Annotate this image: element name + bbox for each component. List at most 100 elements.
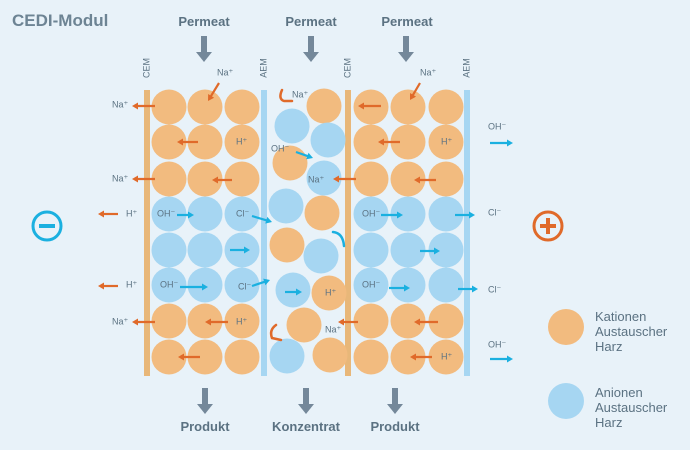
resin-bead-concentrate-11 xyxy=(286,307,322,343)
cation-arrow-right-2-head xyxy=(378,138,384,146)
resin-bead-left-4-1 xyxy=(187,232,223,268)
flow-in-arrow-left xyxy=(196,36,212,62)
anion-arrow-right-5-head xyxy=(472,285,478,293)
anion-arrow-mid-2-head xyxy=(296,288,302,296)
cation-arrow-right-2 xyxy=(378,138,400,146)
resin-bead-right-1-0 xyxy=(353,124,389,160)
ion-label-oh-left-2: OH⁻ xyxy=(160,279,179,289)
anion-arrow-left-5-head xyxy=(263,278,270,286)
resin-bead-right-2-0 xyxy=(353,161,389,197)
resin-bead-left-3-2 xyxy=(224,196,260,232)
flow-in-arrow-middle-shaft xyxy=(308,36,314,52)
resin-bead-left-4-0 xyxy=(151,232,187,268)
legend-cation-line-3: Harz xyxy=(595,339,623,354)
cation-arrow-top-left xyxy=(208,82,220,101)
anion-arrow-left-2-head xyxy=(244,246,250,254)
anion-arrow-mid-1 xyxy=(295,150,313,160)
cation-arrow-left-1-head xyxy=(132,102,138,110)
flow-out-arrow-left-shaft xyxy=(202,388,208,404)
resin-bead-left-7-0 xyxy=(151,339,187,375)
legend-anion-swatch xyxy=(548,383,584,419)
flow-out-arrow-middle-head xyxy=(298,404,314,414)
flow-out-arrow-middle-shaft xyxy=(303,388,309,404)
flow-in-arrow-middle xyxy=(303,36,319,62)
resin-bead-left-2-0 xyxy=(151,161,187,197)
ion-label-oh-right-1: OH⁻ xyxy=(362,208,381,218)
resin-bead-right-6-2 xyxy=(428,303,464,339)
ion-label-cl-left-2: Cl⁻ xyxy=(238,281,251,291)
resin-bead-left-6-0 xyxy=(151,303,187,339)
flow-in-arrow-right-shaft xyxy=(403,36,409,52)
cation-arrow-left-1 xyxy=(132,102,155,110)
resin-bead-concentrate-3 xyxy=(272,145,308,181)
resin-bead-concentrate-6 xyxy=(304,195,340,231)
anion-arrow-left-5-shaft xyxy=(251,280,266,288)
anion-arrow-out-2-head xyxy=(507,355,513,363)
anion-hook-mid-1 xyxy=(331,230,346,248)
flow-out-arrow-middle xyxy=(298,388,314,414)
anion-arrow-left-5 xyxy=(251,278,270,288)
resin-bead-left-0-0 xyxy=(151,89,187,125)
cation-arrow-left-8-head xyxy=(205,318,211,326)
ion-label-na-mid-3: Na⁺ xyxy=(325,324,342,334)
legend-anion-line-1: Anionen xyxy=(595,385,643,400)
anion-arrow-mid-1-shaft xyxy=(295,150,309,158)
flow-in-arrow-left-shaft xyxy=(201,36,207,52)
legend-cation-line-1: Kationen xyxy=(595,309,647,324)
resin-bead-right-6-0 xyxy=(353,303,389,339)
anion-arrow-left-2 xyxy=(230,246,250,254)
cation-arrow-left-7 xyxy=(132,318,155,326)
cem-membrane-left xyxy=(144,90,150,376)
cation-arrow-top-right-head xyxy=(410,93,417,100)
resin-bead-concentrate-7 xyxy=(269,227,305,263)
anion-arrow-right-2-head xyxy=(469,211,475,219)
resin-bead-left-2-2 xyxy=(224,161,260,197)
anion-arrow-mid-2 xyxy=(285,288,302,296)
resin-bead-right-0-1 xyxy=(390,89,426,125)
anion-arrow-out-2 xyxy=(490,355,513,363)
anion-arrow-left-4 xyxy=(180,283,208,291)
resin-bead-right-4-0 xyxy=(353,232,389,268)
ion-label-na-top-right: Na⁺ xyxy=(420,67,437,77)
ion-label-na-top-left: Na⁺ xyxy=(217,67,234,77)
cation-arrow-top-right xyxy=(410,82,421,100)
anion-arrow-left-3-shaft xyxy=(251,214,268,222)
ion-label-oh-mid-1: OH⁻ xyxy=(271,143,290,153)
resin-bead-left-6-1 xyxy=(187,303,223,339)
anion-arrow-right-3 xyxy=(420,247,440,255)
resin-bead-right-7-2 xyxy=(428,339,464,375)
cem-label-right: CEM xyxy=(342,58,352,78)
flow-out-arrow-right-shaft xyxy=(392,388,398,404)
ion-label-cl-out-1: Cl⁻ xyxy=(488,207,501,217)
ion-label-cl-left-1: Cl⁻ xyxy=(236,208,249,218)
resin-bead-left-5-1 xyxy=(187,267,223,303)
cation-arrow-left-5-head xyxy=(98,210,104,218)
flow-in-arrow-left-head xyxy=(196,52,212,62)
cation-arrow-top-left-shaft xyxy=(209,82,220,98)
legend-anion-label: Anionen Austauscher Harz xyxy=(595,385,667,430)
cem-label-left: CEM xyxy=(141,58,151,78)
flow-out-arrow-left-head xyxy=(197,404,213,414)
cation-arrow-right-1 xyxy=(358,102,381,110)
anion-arrow-left-1-head xyxy=(188,211,194,219)
ion-label-na-left-1: Na⁺ xyxy=(112,99,129,109)
cation-arrow-top-right-shaft xyxy=(411,82,421,97)
legend-cation-label: Kationen Austauscher Harz xyxy=(595,309,667,354)
resin-bead-right-5-1 xyxy=(390,267,426,303)
cation-arrow-left-3 xyxy=(132,175,155,183)
resin-bead-concentrate-13 xyxy=(269,338,305,374)
ion-label-h-left-2: H⁺ xyxy=(126,208,137,218)
legend-anion-line-2: Austauscher xyxy=(595,400,668,415)
cation-arrow-right-5 xyxy=(410,353,432,361)
cation-arrow-left-8 xyxy=(205,318,228,326)
resin-bead-right-1-1 xyxy=(390,124,426,160)
anode-plus-icon xyxy=(532,210,564,242)
resin-bead-concentrate-10 xyxy=(311,275,347,311)
anion-arrow-right-5 xyxy=(458,285,478,293)
resin-bead-left-7-2 xyxy=(224,339,260,375)
cation-arrow-left-9-head xyxy=(178,353,184,361)
cation-arrow-mid-2 xyxy=(338,318,358,326)
resin-bead-left-1-0 xyxy=(151,124,187,160)
resin-bead-right-1-2 xyxy=(428,124,464,160)
